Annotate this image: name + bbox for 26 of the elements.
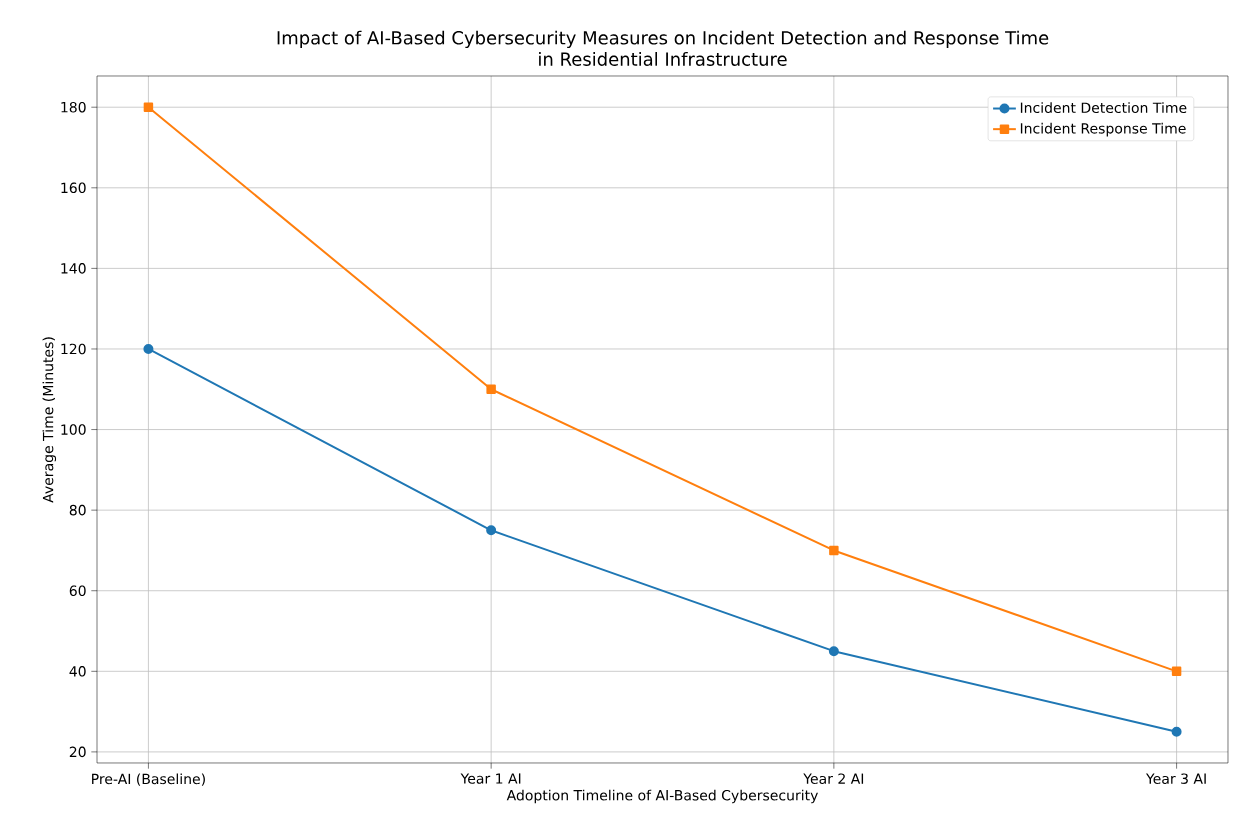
y-tick-label: 160 bbox=[61, 182, 86, 194]
point bbox=[828, 646, 839, 657]
point bbox=[143, 102, 154, 112]
point bbox=[486, 384, 496, 394]
point bbox=[1171, 666, 1182, 677]
y-tick-label: 100 bbox=[61, 424, 86, 435]
x-tick-label: Year 1 AI bbox=[460, 773, 521, 784]
x-tick-label: Year 3 AI bbox=[1146, 773, 1206, 784]
y-tick-label: 80 bbox=[69, 504, 86, 516]
point bbox=[143, 343, 154, 354]
x-axis-title: Adoption Timeline of AI-Based Cybersecurity bbox=[506, 789, 818, 804]
x-tick-label: Pre-AI (Baseline) bbox=[92, 773, 205, 786]
point bbox=[486, 525, 497, 536]
y-tick-label: 120 bbox=[61, 343, 86, 355]
chart-title: Impact of AI-Based Cybersecurity Measures on Incident Detection and Response Time in Residential Infrastructure bbox=[277, 30, 1049, 66]
point bbox=[829, 545, 839, 556]
legend-label: Incident Detection Time bbox=[1020, 102, 1187, 114]
y-tick-label: 180 bbox=[61, 101, 86, 113]
legend-label: Incident Response Time bbox=[1020, 122, 1186, 137]
point bbox=[1171, 726, 1182, 737]
y-axis-title: Average Time (Minutes) bbox=[42, 337, 57, 503]
x-tick-label: Year 2 AI bbox=[803, 773, 864, 784]
y-tick-label: 60 bbox=[69, 585, 86, 597]
y-tick-label: 20 bbox=[69, 746, 86, 758]
y-tick-label: 140 bbox=[61, 263, 86, 274]
y-tick-label: 40 bbox=[69, 666, 86, 677]
